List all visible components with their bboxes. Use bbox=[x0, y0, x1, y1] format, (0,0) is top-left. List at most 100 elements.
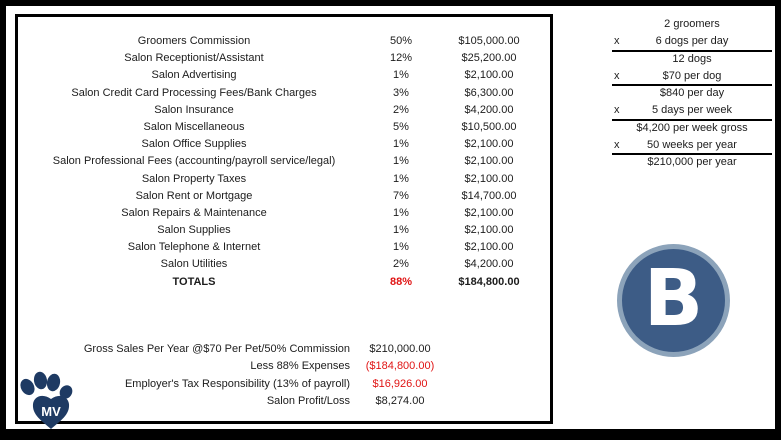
expense-amount: $4,200.00 bbox=[464, 258, 514, 271]
expense-percent: 2% bbox=[393, 103, 409, 116]
summary-label: Salon Profit/Loss bbox=[266, 394, 350, 407]
calc-row: $840 per day bbox=[612, 86, 772, 103]
summary-row: Salon Profit/Loss $8,274.00 bbox=[18, 393, 468, 410]
expense-percent: 1% bbox=[393, 155, 409, 168]
table-row: Salon Property Taxes 1% $2,100.00 bbox=[18, 171, 550, 188]
expense-label: Salon Advertising bbox=[151, 69, 237, 82]
expense-amount: $10,500.00 bbox=[461, 120, 517, 133]
expense-percent: 12% bbox=[389, 52, 413, 65]
expense-percent: 1% bbox=[393, 206, 409, 219]
expense-percent: 7% bbox=[393, 189, 409, 202]
expense-label: Salon Receptionist/Assistant bbox=[124, 52, 264, 65]
paw-print-logo: MV bbox=[20, 371, 73, 429]
expense-label: Salon Telephone & Internet bbox=[127, 241, 261, 254]
multiply-sign: x bbox=[614, 139, 620, 152]
expense-table-box: Groomers Commission 50% $105,000.00 Salon R… bbox=[15, 14, 553, 424]
calc-row: x $70 per dog bbox=[612, 69, 772, 87]
table-row: Salon Advertising 1% $2,100.00 bbox=[18, 67, 550, 84]
table-row: Salon Rent or Mortgage 7% $14,700.00 bbox=[18, 188, 550, 205]
expense-percent: 1% bbox=[393, 224, 409, 237]
expense-percent: 50% bbox=[389, 35, 413, 47]
b-badge-letter: B bbox=[643, 253, 704, 344]
summary-amount: $16,926.00 bbox=[372, 377, 428, 390]
expense-amount: $2,100.00 bbox=[464, 155, 514, 168]
profit-summary-table: Gross Sales Per Year @$70 Per Pet/50% Co… bbox=[18, 341, 468, 410]
calc-text: 5 days per week bbox=[651, 104, 733, 117]
calc-text: 2 groomers bbox=[664, 18, 720, 30]
expense-label: Salon Property Taxes bbox=[141, 172, 247, 185]
expense-label: Salon Professional Fees (accounting/payr… bbox=[52, 155, 336, 168]
table-row: Salon Insurance 2% $4,200.00 bbox=[18, 102, 550, 119]
table-row: Salon Professional Fees (accounting/payr… bbox=[18, 153, 550, 170]
expense-table: Groomers Commission 50% $105,000.00 Salon R… bbox=[18, 33, 550, 291]
expense-label: Salon Repairs & Maintenance bbox=[121, 206, 267, 219]
expense-percent: 1% bbox=[393, 69, 409, 82]
calc-text: $840 per day bbox=[659, 87, 725, 100]
table-row: Salon Repairs & Maintenance 1% $2,100.00 bbox=[18, 205, 550, 222]
expense-label: Groomers Commission bbox=[137, 35, 251, 47]
table-row: Salon Receptionist/Assistant 12% $25,200.0… bbox=[18, 50, 550, 67]
expense-percent: 3% bbox=[393, 86, 409, 99]
table-row: Salon Credit Card Processing Fees/Bank C… bbox=[18, 85, 550, 102]
expense-label: Salon Supplies bbox=[157, 224, 231, 237]
b-badge-logo: B bbox=[617, 244, 730, 357]
expense-amount: $2,100.00 bbox=[464, 69, 514, 82]
calc-row: $210,000 per year bbox=[612, 155, 772, 172]
totals-percent: 88% bbox=[389, 275, 413, 288]
table-row: Groomers Commission 50% $105,000.00 bbox=[18, 33, 550, 50]
calc-row: $4,200 per week gross bbox=[612, 121, 772, 138]
calc-row: x 6 dogs per day bbox=[612, 34, 772, 52]
totals-row: TOTALS 88% $184,800.00 bbox=[18, 274, 550, 291]
expense-amount: $4,200.00 bbox=[464, 103, 514, 116]
totals-label: TOTALS bbox=[172, 275, 216, 288]
calc-text: $210,000 per year bbox=[647, 156, 737, 169]
expense-label: Salon Office Supplies bbox=[141, 138, 247, 151]
expense-amount: $14,700.00 bbox=[461, 189, 517, 202]
calc-row: x 50 weeks per year bbox=[612, 138, 772, 156]
expense-label: Salon Rent or Mortgage bbox=[135, 189, 253, 202]
calc-text: $70 per dog bbox=[662, 69, 722, 82]
expense-label: Salon Credit Card Processing Fees/Bank C… bbox=[71, 86, 317, 99]
calc-text: 12 dogs bbox=[672, 52, 712, 65]
table-row: Salon Office Supplies 1% $2,100.00 bbox=[18, 136, 550, 153]
summary-label: Gross Sales Per Year @$70 Per Pet/50% Co… bbox=[83, 343, 350, 355]
multiply-sign: x bbox=[614, 104, 620, 117]
expense-percent: 1% bbox=[393, 172, 409, 185]
expense-amount: $25,200.00 bbox=[461, 52, 517, 65]
summary-label: Employer's Tax Responsibility (13% of pa… bbox=[124, 377, 350, 390]
table-row: Salon Utilities 2% $4,200.00 bbox=[18, 256, 550, 273]
expense-percent: 1% bbox=[393, 241, 409, 254]
calc-row: 12 dogs bbox=[612, 52, 772, 69]
multiply-sign: x bbox=[614, 35, 620, 48]
calc-text: 6 dogs per day bbox=[655, 35, 729, 48]
gross-sales-calc-panel: 2 groomers x 6 dogs per day 12 dogs x $70 per… bbox=[612, 17, 772, 173]
calc-text: 50 weeks per year bbox=[647, 139, 737, 152]
expense-label: Salon Insurance bbox=[154, 103, 234, 116]
expense-amount: $2,100.00 bbox=[464, 206, 514, 219]
expense-amount: $2,100.00 bbox=[464, 138, 514, 151]
expense-amount: $2,100.00 bbox=[464, 172, 514, 185]
summary-amount: ($184,800.00) bbox=[365, 360, 435, 373]
paw-shapes: MV bbox=[20, 371, 73, 429]
expense-percent: 5% bbox=[393, 120, 409, 133]
calc-row: x 5 days per week bbox=[612, 103, 772, 121]
expense-percent: 2% bbox=[393, 258, 409, 271]
expense-label: Salon Utilities bbox=[160, 258, 228, 271]
expense-amount: $2,100.00 bbox=[464, 224, 514, 237]
expense-percent: 1% bbox=[393, 138, 409, 151]
expense-amount: $2,100.00 bbox=[464, 241, 514, 254]
totals-amount: $184,800.00 bbox=[458, 275, 520, 288]
summary-amount: $8,274.00 bbox=[375, 394, 425, 407]
expense-amount: $6,300.00 bbox=[464, 86, 514, 99]
summary-label: Less 88% Expenses bbox=[250, 360, 350, 373]
table-row: Salon Telephone & Internet 1% $2,100.00 bbox=[18, 239, 550, 256]
summary-row: Gross Sales Per Year @$70 Per Pet/50% Co… bbox=[18, 341, 468, 358]
calc-row: 2 groomers bbox=[612, 17, 772, 34]
summary-row: Less 88% Expenses ($184,800.00) bbox=[18, 358, 468, 375]
multiply-sign: x bbox=[614, 69, 620, 82]
expense-amount: $105,000.00 bbox=[458, 35, 520, 47]
summary-amount: $210,000.00 bbox=[369, 343, 431, 355]
calc-text: $4,200 per week gross bbox=[636, 121, 748, 134]
table-row: Salon Miscellaneous 5% $10,500.00 bbox=[18, 119, 550, 136]
expense-label: Salon Miscellaneous bbox=[143, 120, 245, 133]
